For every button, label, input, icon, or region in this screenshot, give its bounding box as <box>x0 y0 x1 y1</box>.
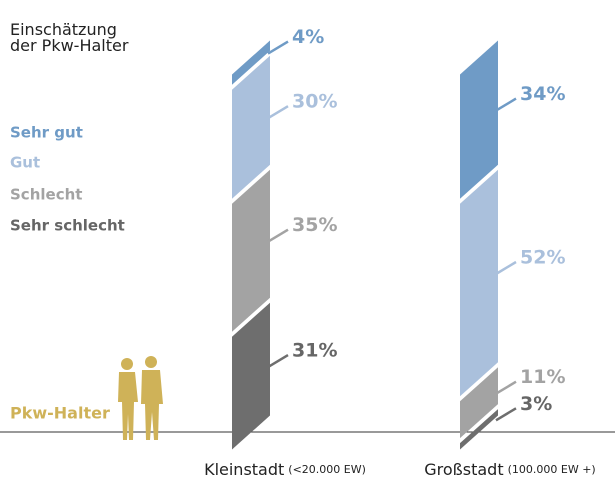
value-label: 11% <box>520 366 565 388</box>
value-label: 52% <box>520 247 565 269</box>
value-label: 34% <box>520 83 565 105</box>
bar-segment <box>460 367 498 439</box>
leader-line <box>267 354 289 369</box>
leader-line <box>495 407 517 422</box>
value-label: 4% <box>292 26 324 48</box>
bar-segment <box>460 409 498 450</box>
leader-line <box>495 97 517 112</box>
value-label: 30% <box>292 91 337 113</box>
value-label: 3% <box>520 393 552 415</box>
category-note: (100.000 EW +) <box>508 463 596 476</box>
leader-line <box>495 380 517 395</box>
x-tick-label: Kleinstadt (<20.000 EW) <box>204 460 366 479</box>
people-icon <box>118 356 163 440</box>
value-label: 31% <box>292 340 337 362</box>
legend-title: Einschätzung der Pkw-Halter <box>10 20 129 55</box>
leader-line <box>267 228 289 243</box>
category-name: Kleinstadt <box>204 460 284 479</box>
leader-line <box>267 105 289 120</box>
legend-label: Schlecht <box>10 186 82 204</box>
bar-segment <box>232 302 270 450</box>
annotation: Pkw-Halter <box>10 404 110 423</box>
category-name: Großstadt <box>424 460 503 479</box>
legend-label: Sehr schlecht <box>10 217 125 235</box>
category-note: (<20.000 EW) <box>288 463 366 476</box>
x-tick-label: Großstadt (100.000 EW +) <box>424 460 595 479</box>
leader-line <box>495 260 517 276</box>
bar-segment <box>232 40 270 85</box>
bar-segment <box>232 169 270 332</box>
bar-segment <box>460 169 498 397</box>
bar-segment <box>460 40 498 199</box>
value-label: 35% <box>292 214 337 236</box>
leader-line <box>267 40 289 55</box>
legend-label: Gut <box>10 154 40 172</box>
bar-segment <box>232 55 270 199</box>
legend-label: Sehr gut <box>10 124 83 142</box>
